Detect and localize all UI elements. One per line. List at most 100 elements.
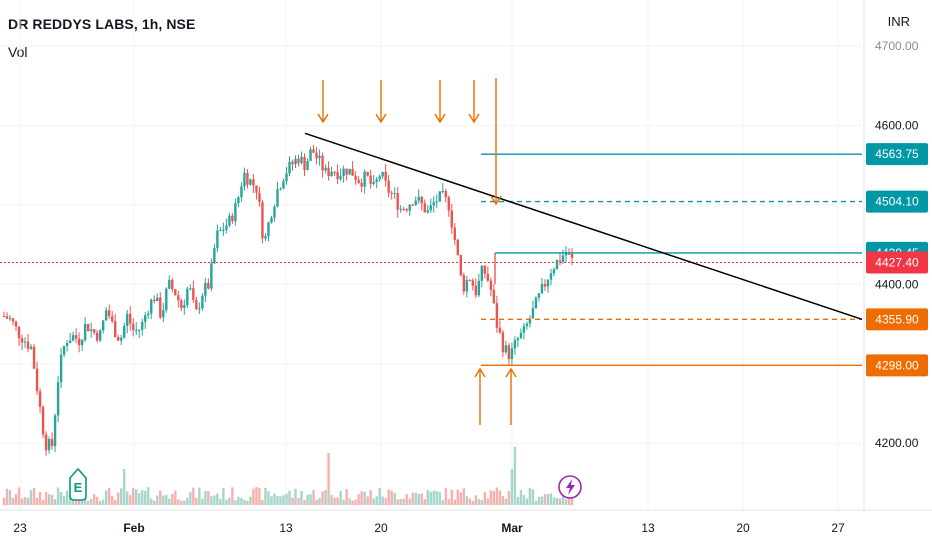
candle-body bbox=[29, 346, 33, 349]
volume-bar bbox=[414, 492, 417, 505]
candle-body bbox=[101, 320, 105, 331]
candle-body bbox=[363, 171, 366, 187]
volume-bar bbox=[11, 497, 15, 505]
volume-bar bbox=[126, 491, 129, 505]
candle-body bbox=[324, 167, 327, 171]
volume-bar bbox=[471, 500, 475, 505]
grid-lines bbox=[0, 0, 932, 511]
candle-body bbox=[405, 209, 408, 211]
volume-bar bbox=[123, 469, 126, 505]
volume-bar bbox=[56, 487, 60, 505]
volume-bar bbox=[357, 494, 360, 505]
candle-body bbox=[243, 172, 246, 187]
candle-body bbox=[113, 321, 117, 338]
volume-bar bbox=[138, 493, 141, 505]
candle-body bbox=[107, 310, 111, 317]
volume-bar bbox=[222, 488, 225, 505]
candle-body bbox=[525, 323, 529, 327]
volume-bars bbox=[2, 447, 574, 505]
volume-bar bbox=[351, 500, 354, 505]
volume-bar bbox=[489, 490, 493, 505]
volume-bar bbox=[498, 490, 502, 505]
time-axis[interactable]: 23 Feb 13 20 Mar 13 20 27 bbox=[13, 521, 845, 535]
candle-body bbox=[98, 330, 102, 341]
volume-bar bbox=[117, 492, 120, 505]
candle-body bbox=[414, 200, 417, 206]
candle-body bbox=[507, 345, 511, 360]
volume-bar bbox=[225, 499, 228, 505]
candle-body bbox=[336, 171, 339, 180]
volume-bar bbox=[132, 488, 135, 505]
candle-body bbox=[471, 280, 475, 286]
candle-body bbox=[516, 338, 520, 341]
volume-bar bbox=[267, 491, 270, 505]
price-axis[interactable]: 4700.00 4600.00 4400.00 4200.00 bbox=[875, 39, 919, 450]
candle-body bbox=[492, 289, 496, 304]
candle-body bbox=[372, 181, 375, 184]
volume-bar bbox=[216, 493, 219, 505]
volume-bar bbox=[156, 495, 159, 505]
candle-body bbox=[180, 300, 183, 309]
candle-body bbox=[261, 202, 264, 239]
candle-body bbox=[62, 346, 66, 355]
candle-body bbox=[312, 149, 315, 153]
volume-bar bbox=[342, 499, 345, 505]
price-tag bbox=[866, 143, 928, 166]
candle-body bbox=[56, 382, 60, 416]
down-arrow-head bbox=[490, 195, 502, 206]
price-tag-label: 4427.40 bbox=[875, 256, 919, 270]
candle-body bbox=[26, 341, 30, 349]
candle-body bbox=[393, 193, 396, 195]
candle-body bbox=[138, 329, 141, 331]
candle-body bbox=[519, 332, 523, 339]
volume-bar bbox=[387, 489, 390, 505]
volume-bar bbox=[5, 488, 9, 505]
volume-bar bbox=[555, 498, 559, 505]
candle-body bbox=[486, 273, 490, 281]
candle-body bbox=[44, 434, 48, 451]
candle-body bbox=[447, 197, 450, 211]
candle-body bbox=[504, 345, 508, 353]
volume-bar bbox=[324, 489, 327, 505]
x-tick-label: 20 bbox=[374, 521, 388, 535]
volume-bar bbox=[549, 493, 553, 505]
volume-bar bbox=[174, 490, 177, 505]
candle-body bbox=[456, 239, 459, 255]
candle-body bbox=[273, 206, 276, 218]
volume-bar bbox=[468, 498, 472, 505]
x-tick-label: 23 bbox=[13, 521, 27, 535]
volume-bar bbox=[417, 493, 420, 505]
volume-bar bbox=[552, 497, 556, 505]
y-tick-label: 4600.00 bbox=[875, 118, 919, 132]
volume-bar bbox=[360, 491, 363, 505]
volume-bar bbox=[291, 497, 294, 505]
candle-body bbox=[420, 196, 423, 204]
volume-bar bbox=[35, 497, 39, 505]
chart-title: DR REDDYS LABS, 1h, NSE bbox=[8, 16, 196, 32]
candle-body bbox=[558, 260, 562, 262]
candle-body bbox=[207, 282, 210, 289]
candle-body bbox=[276, 189, 279, 207]
volume-bar bbox=[101, 499, 105, 505]
volume-bar bbox=[2, 497, 6, 505]
candle-body bbox=[546, 279, 550, 287]
candle-body bbox=[89, 329, 93, 332]
candle-body bbox=[38, 391, 42, 407]
volume-bar bbox=[381, 496, 384, 505]
volume-bar bbox=[564, 499, 568, 505]
volume-bar bbox=[477, 498, 481, 505]
candle-body bbox=[216, 230, 219, 249]
volume-bar bbox=[249, 496, 252, 505]
volume-bar bbox=[20, 498, 24, 505]
candle-body bbox=[399, 208, 402, 210]
candle-body bbox=[501, 332, 505, 353]
candle-body bbox=[150, 299, 153, 314]
volume-bar bbox=[558, 498, 562, 505]
candle-body bbox=[231, 215, 234, 222]
candle-body bbox=[522, 326, 526, 333]
candle-body bbox=[441, 190, 444, 192]
candle-body bbox=[183, 305, 186, 309]
candle-body bbox=[135, 330, 138, 332]
x-tick-label: 13 bbox=[641, 521, 655, 535]
